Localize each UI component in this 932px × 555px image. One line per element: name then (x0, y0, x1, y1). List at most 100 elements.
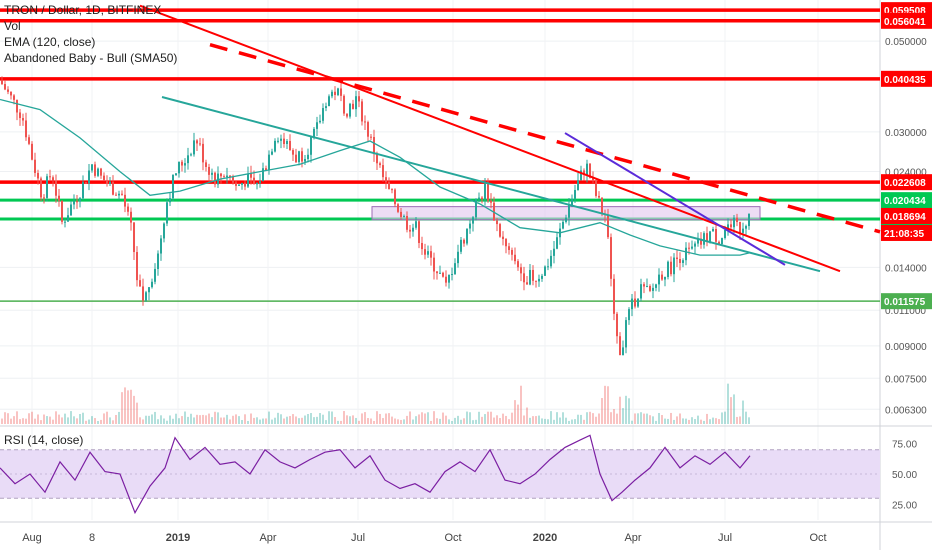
volume-bar (319, 413, 321, 424)
volume-bar (43, 414, 45, 424)
candle-body (295, 154, 297, 163)
volume-bar (361, 413, 363, 424)
volume-bar (517, 404, 519, 424)
candle-body (223, 176, 225, 178)
candle-body (172, 174, 174, 199)
candle-body (673, 257, 675, 275)
volume-bar (286, 416, 288, 424)
candle-body (511, 249, 513, 255)
candle-body (625, 320, 627, 348)
trendline (161, 96, 821, 273)
candle-body (220, 173, 222, 177)
candle-body (517, 261, 519, 268)
candle-body (133, 222, 135, 253)
volume-bar (379, 413, 381, 424)
candle-body (34, 159, 36, 173)
candle-body (181, 161, 183, 166)
candle-body (157, 253, 159, 269)
candle-body (88, 170, 90, 184)
volume-bar (451, 420, 453, 424)
volume-bar (76, 418, 78, 424)
volume-bar (193, 417, 195, 424)
candle-body (370, 136, 372, 138)
level-label: 0.040435 (884, 75, 926, 86)
candle-body (214, 172, 216, 185)
volume-bar (697, 415, 699, 424)
candle-body (475, 198, 477, 218)
volume-bar (691, 417, 693, 424)
candle-body (739, 222, 741, 233)
volume-bar (418, 414, 420, 424)
volume-bar (643, 413, 645, 424)
volume-bar (355, 417, 357, 424)
volume-bar (226, 414, 228, 424)
candle-body (697, 238, 699, 244)
volume-bar (733, 394, 735, 424)
candle-body (31, 143, 33, 160)
volume-bar (715, 418, 717, 424)
candle-body (379, 163, 381, 166)
volume-bar (409, 411, 411, 424)
volume-bar (253, 417, 255, 424)
candle-body (208, 166, 210, 175)
candle-body (661, 274, 663, 280)
volume-bar (154, 411, 156, 424)
volume-bar (412, 419, 414, 424)
candle-body (409, 229, 411, 232)
volume-bar (220, 417, 222, 424)
candle-body (655, 284, 657, 288)
volume-bar (91, 416, 93, 424)
volume-bar (601, 398, 603, 424)
y-tick-label: 0.011000 (885, 306, 926, 317)
candle-body (265, 168, 267, 171)
volume-bar (628, 398, 630, 424)
volume-bar (190, 413, 192, 424)
candle-body (76, 201, 78, 203)
candle-body (169, 198, 171, 203)
volume-bar (133, 395, 135, 424)
volume-bar (586, 412, 588, 424)
candle-body (541, 275, 543, 279)
candle-body (583, 170, 585, 175)
volume-bar (460, 419, 462, 424)
volume-bar (247, 420, 249, 424)
candle-body (619, 336, 621, 356)
candle-body (649, 285, 651, 291)
volume-bar (553, 419, 555, 424)
candle-body (46, 176, 48, 198)
candle-body (712, 229, 714, 232)
candle-body (415, 221, 417, 228)
candle-body (373, 136, 375, 155)
candle-body (70, 204, 72, 216)
candle-body (55, 180, 57, 196)
volume-bar (97, 420, 99, 424)
candle-body (19, 112, 21, 119)
candle-body (184, 163, 186, 166)
candle-body (331, 91, 333, 97)
candle-body (67, 215, 69, 222)
candle-body (253, 177, 255, 185)
candle-body (79, 198, 81, 202)
x-tick-label: 2020 (533, 532, 557, 544)
rsi-tick-label: 50.00 (892, 470, 917, 481)
candle-body (271, 151, 273, 155)
legend: TRON / Dollar, 1D, BITFINEX Vol EMA (120… (4, 2, 177, 66)
volume-bar (118, 411, 120, 424)
candle-body (550, 255, 552, 267)
volume-bar (568, 420, 570, 424)
candle-body (106, 181, 108, 184)
x-tick-label: Oct (444, 532, 461, 544)
candle-body (118, 193, 120, 196)
candle-body (685, 247, 687, 261)
candle-body (301, 151, 303, 162)
candle-body (658, 274, 660, 285)
candle-body (97, 168, 99, 176)
candle-body (325, 106, 327, 109)
volume-bar (334, 417, 336, 424)
volume-bar (727, 383, 729, 424)
candle-body (238, 184, 240, 186)
volume-bar (523, 415, 525, 424)
volume-bar (352, 415, 354, 424)
candle-body (298, 151, 300, 163)
